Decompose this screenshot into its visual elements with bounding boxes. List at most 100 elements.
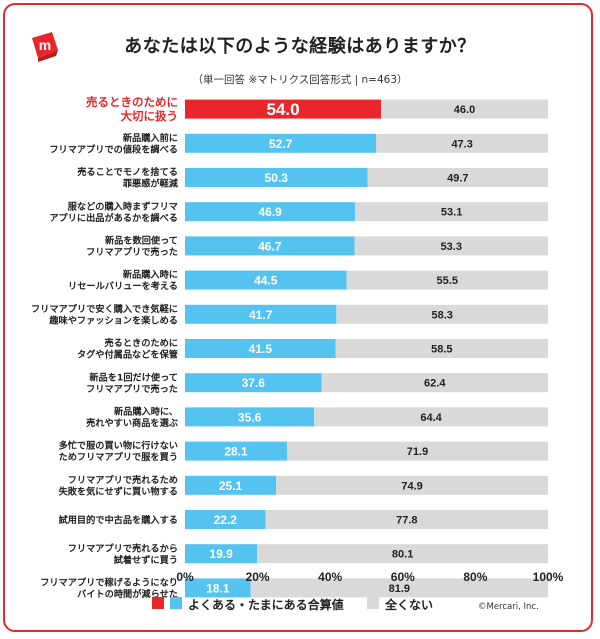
bar-no bbox=[276, 475, 548, 495]
data-label-yes: 19.9 bbox=[209, 547, 233, 561]
data-label-yes: 50.3 bbox=[265, 171, 289, 185]
category-label: 試着せずに買う bbox=[114, 554, 178, 566]
category-label: 大切に扱う bbox=[121, 109, 179, 123]
bar-no bbox=[314, 407, 548, 427]
data-label-yes: 46.9 bbox=[258, 205, 282, 219]
bar-no bbox=[287, 441, 548, 461]
data-label-yes: 54.0 bbox=[266, 100, 299, 119]
x-tick-label: 100% bbox=[533, 570, 564, 584]
data-label-yes: 52.7 bbox=[269, 137, 293, 151]
bar-no bbox=[257, 544, 548, 564]
category-label: フリマアプリで稼げるようになり bbox=[40, 576, 178, 588]
data-label-yes: 28.1 bbox=[224, 445, 248, 459]
chart-frame bbox=[3, 3, 593, 632]
bar-yes bbox=[185, 544, 258, 564]
data-label-no: 47.3 bbox=[451, 138, 472, 150]
x-tick-label: 40% bbox=[318, 570, 342, 584]
category-label: 新品を数回使って bbox=[105, 234, 178, 246]
bar-no bbox=[355, 202, 548, 222]
bar-no bbox=[250, 578, 548, 598]
data-label-no: 58.5 bbox=[431, 344, 452, 356]
data-label-yes: 22.2 bbox=[214, 513, 238, 527]
legend-swatch-yes bbox=[170, 597, 182, 609]
legend-label-yes: よくある・たまにある合算値 bbox=[188, 598, 344, 612]
bar-yes bbox=[185, 168, 368, 187]
bar-yes bbox=[185, 304, 337, 324]
bar-yes bbox=[185, 339, 336, 358]
bar-yes bbox=[185, 441, 288, 461]
category-label: リセールバリューを考える bbox=[68, 280, 178, 292]
bar-yes bbox=[185, 510, 266, 529]
category-label: フリマアプリで売れるから bbox=[68, 542, 178, 554]
data-label-no: 53.1 bbox=[441, 207, 462, 219]
bar-no bbox=[354, 236, 548, 256]
copyright: ©Mercari, Inc. bbox=[478, 602, 539, 612]
x-tick-label: 20% bbox=[246, 570, 270, 584]
data-label-yes: 18.1 bbox=[206, 581, 230, 595]
bar-yes bbox=[185, 270, 347, 290]
data-label-yes: 41.5 bbox=[249, 342, 273, 356]
category-label: フリマアプリで安く購入でき気軽に bbox=[31, 303, 178, 315]
data-label-no: 46.0 bbox=[454, 104, 475, 116]
bar-yes bbox=[185, 202, 356, 222]
category-label: 売ることでモノを捨てる bbox=[76, 166, 178, 178]
category-label: 罪悪感が軽減 bbox=[123, 178, 179, 190]
category-label: 売るときのために bbox=[86, 95, 178, 109]
svg-text:m: m bbox=[39, 37, 51, 53]
category-label: 新品購入時に、 bbox=[114, 405, 178, 417]
legend-swatch-no bbox=[367, 597, 379, 609]
category-label: 服などの購入時まずフリマ bbox=[68, 200, 178, 212]
category-label: フリマアプリで売れるため bbox=[68, 474, 178, 486]
bar-yes bbox=[185, 407, 315, 427]
bar-yes bbox=[185, 578, 251, 598]
category-label: フリマアプリでの値段を調べる bbox=[49, 143, 178, 155]
bar-yes bbox=[185, 373, 322, 393]
chart-subtitle: （単一回答 ※マトリクス回答形式 | n=463） bbox=[192, 74, 408, 86]
x-tick-label: 80% bbox=[463, 570, 487, 584]
category-label: 試用目的で中古品を購入する bbox=[59, 514, 178, 526]
data-label-yes: 35.6 bbox=[238, 410, 262, 424]
legend-label-no: 全くない bbox=[385, 598, 434, 612]
category-label: フリマアプリで売った bbox=[86, 383, 178, 395]
data-label-no: 74.9 bbox=[401, 480, 422, 492]
mercari-logo-icon: m bbox=[32, 32, 58, 62]
bar-yes bbox=[185, 475, 277, 495]
bar-no bbox=[376, 133, 548, 153]
category-label: 失敗を気にせずに買い物する bbox=[59, 485, 178, 497]
data-label-yes: 41.7 bbox=[249, 308, 273, 322]
bar-yes bbox=[185, 236, 355, 256]
category-label: 新品購入時に bbox=[123, 269, 178, 281]
category-label: ためフリマアプリで服を買う bbox=[59, 451, 178, 463]
category-label: 売るときのために bbox=[104, 337, 179, 349]
bar-yes bbox=[185, 133, 377, 153]
category-label: タグや付属品などを保管 bbox=[77, 349, 178, 361]
data-label-no: 55.5 bbox=[437, 275, 458, 287]
category-label: 売れやすい商品を選ぶ bbox=[85, 417, 179, 429]
data-label-no: 80.1 bbox=[392, 549, 413, 561]
data-label-yes: 46.7 bbox=[258, 239, 282, 253]
bar-no bbox=[367, 168, 548, 187]
data-label-yes: 44.5 bbox=[254, 274, 278, 288]
bar-no bbox=[336, 304, 548, 324]
x-tick-label: 0% bbox=[176, 570, 194, 584]
data-label-no: 77.8 bbox=[396, 515, 417, 527]
bar-yes bbox=[185, 99, 382, 119]
bar-no bbox=[381, 99, 548, 119]
category-label: 新品購入前に bbox=[123, 132, 178, 144]
data-label-no: 58.3 bbox=[431, 309, 452, 321]
data-label-no: 71.9 bbox=[407, 446, 428, 458]
category-label: フリマアプリで売った bbox=[86, 246, 178, 258]
category-label: 新品を1回だけ使って bbox=[89, 371, 178, 383]
data-label-yes: 37.6 bbox=[242, 376, 266, 390]
category-label: バイトの時間が減らせた bbox=[77, 588, 178, 600]
category-label: アプリに出品があるかを調べる bbox=[49, 212, 178, 224]
data-label-yes: 25.1 bbox=[219, 479, 243, 493]
chart-title: あなたは以下のような経験はありますか？ bbox=[124, 36, 476, 57]
data-label-no: 62.4 bbox=[424, 378, 446, 390]
bar-no bbox=[346, 270, 548, 290]
category-label: 多忙で服の買い物に行けない bbox=[59, 440, 178, 452]
x-tick-label: 60% bbox=[391, 570, 415, 584]
data-label-no: 53.3 bbox=[441, 241, 462, 253]
data-label-no: 81.9 bbox=[389, 583, 410, 595]
